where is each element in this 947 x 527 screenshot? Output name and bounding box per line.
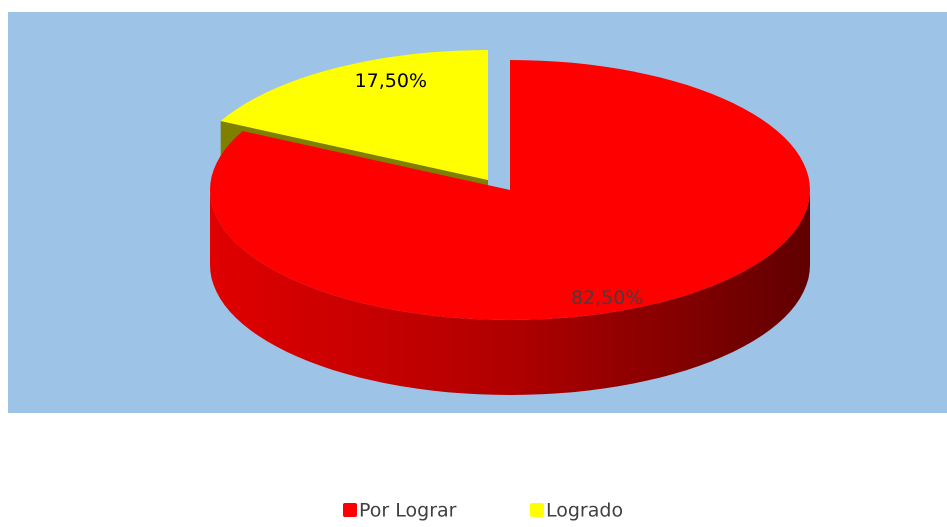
pie: 82,50% 17,50% [210, 50, 810, 395]
slice-side [210, 190, 810, 395]
legend-swatch [343, 503, 357, 517]
data-label: 17,50% [355, 70, 427, 92]
slice [210, 60, 810, 320]
data-label: 82,50% [571, 287, 643, 309]
slice [220, 50, 488, 180]
legend-label: Logrado [546, 500, 623, 522]
legend-swatch [530, 503, 544, 517]
legend-label: Por Lograr [359, 500, 457, 522]
legend: Por Lograr Logrado [343, 500, 623, 522]
